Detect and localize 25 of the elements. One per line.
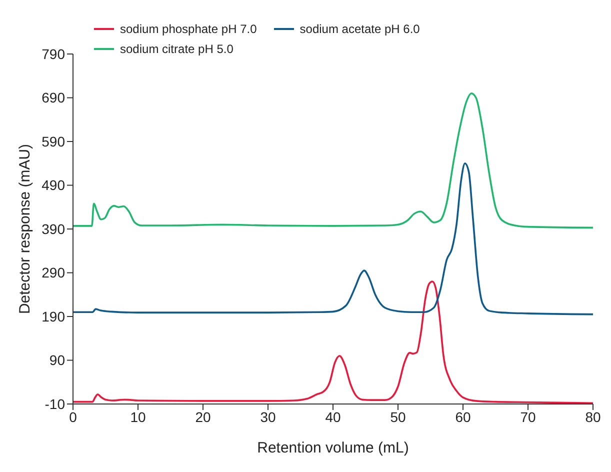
y-tick-label: 90 — [49, 352, 66, 368]
y-tick-label: 690 — [42, 90, 66, 106]
line-series — [73, 162, 593, 316]
y-tick-label: 790 — [42, 46, 66, 62]
x-tick-label: 20 — [195, 408, 211, 425]
x-tick-label: 70 — [520, 408, 536, 425]
legend-label: sodium phosphate pH 7.0 — [119, 22, 257, 36]
x-tick-label: 40 — [325, 408, 341, 425]
x-tick-label: 60 — [455, 408, 471, 425]
y-tick-label: 490 — [42, 177, 66, 194]
x-axis-title: Retention volume (mL) — [257, 440, 409, 457]
x-tick-label: 50 — [390, 408, 406, 425]
y-tick-label: 590 — [42, 133, 66, 150]
y-tick-label: 290 — [42, 264, 66, 281]
y-tick-label: -10 — [44, 396, 66, 412]
line-series — [73, 92, 593, 229]
legend-label: sodium acetate pH 6.0 — [298, 22, 420, 36]
y-tick-label: 390 — [42, 220, 66, 237]
x-tick-label: 30 — [260, 408, 276, 425]
legend-label: sodium citrate pH 5.0 — [119, 42, 234, 56]
y-axis-title: Detector response (mAU) — [16, 144, 34, 314]
x-tick-label: 10 — [130, 408, 146, 425]
x-tick-label: 0 — [69, 408, 78, 425]
y-tick-label: 190 — [42, 308, 66, 324]
x-tick-label: 80 — [585, 408, 601, 425]
